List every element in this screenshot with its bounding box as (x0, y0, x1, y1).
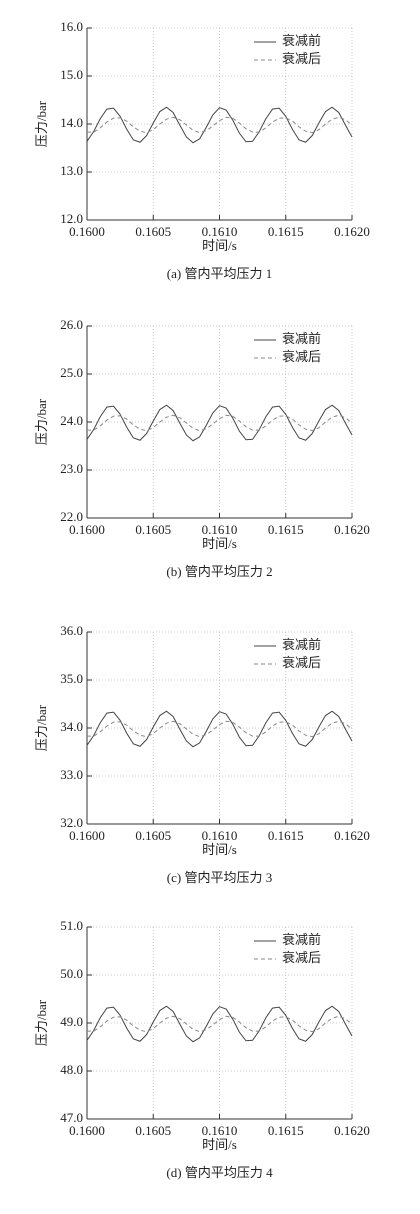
y-axis-label: 压力/bar (34, 999, 49, 1046)
x-tick-label: 0.1620 (334, 1123, 370, 1138)
line-series (87, 116, 353, 134)
y-tick-label: 51.0 (60, 918, 83, 933)
x-tick-label: 0.1605 (135, 224, 171, 239)
y-tick-label: 49.0 (60, 1014, 83, 1029)
x-tick-label: 0.1610 (202, 828, 238, 843)
x-tick-label: 0.1615 (268, 224, 304, 239)
x-axis-label: 时间/s (202, 536, 237, 551)
y-tick-label: 26.0 (60, 317, 83, 332)
legend-label: 衰减前 (282, 637, 321, 652)
x-tick-label: 0.1600 (69, 522, 105, 537)
caption: (a) 管内平均压力 1 (167, 266, 272, 281)
legend-label: 衰减前 (282, 932, 321, 947)
x-tick-label: 0.1605 (135, 1123, 171, 1138)
x-tick-label: 0.1615 (268, 522, 304, 537)
x-tick-label: 0.1605 (135, 828, 171, 843)
y-tick-label: 14.0 (60, 115, 83, 130)
line-series (86, 710, 353, 748)
y-axis-label: 压力/bar (34, 398, 49, 445)
y-tick-label: 48.0 (60, 1062, 83, 1077)
caption: (b) 管内平均压力 2 (166, 564, 272, 579)
legend-label: 衰减后 (282, 51, 321, 66)
y-tick-label: 47.0 (60, 1110, 83, 1125)
y-tick-label: 16.0 (60, 19, 83, 34)
y-tick-label: 22.0 (60, 509, 83, 524)
x-axis-label: 时间/s (202, 842, 237, 857)
y-tick-label: 24.0 (60, 413, 83, 428)
y-tick-label: 13.0 (60, 163, 83, 178)
y-tick-label: 33.0 (60, 767, 83, 782)
line-series (86, 1005, 353, 1043)
x-tick-label: 0.1600 (69, 224, 105, 239)
y-axis-label: 压力/bar (34, 100, 49, 147)
line-series (87, 1015, 353, 1033)
caption: (c) 管内平均压力 3 (167, 870, 272, 885)
x-tick-label: 0.1610 (202, 522, 238, 537)
legend-label: 衰减后 (282, 950, 321, 965)
legend-label: 衰减后 (282, 655, 321, 670)
x-tick-label: 0.1615 (268, 828, 304, 843)
x-axis-label: 时间/s (202, 238, 237, 253)
line-series (87, 720, 353, 738)
line-series (86, 106, 353, 144)
line-series (86, 404, 353, 442)
x-tick-label: 0.1610 (202, 1123, 238, 1138)
x-tick-label: 0.1610 (202, 224, 238, 239)
x-axis-label: 时间/s (202, 1137, 237, 1152)
y-tick-label: 12.0 (60, 211, 83, 226)
caption: (d) 管内平均压力 4 (166, 1165, 273, 1180)
y-tick-label: 50.0 (60, 966, 83, 981)
y-tick-label: 32.0 (60, 815, 83, 830)
x-tick-label: 0.1620 (334, 522, 370, 537)
legend-label: 衰减前 (282, 33, 321, 48)
y-tick-label: 25.0 (60, 365, 83, 380)
y-tick-label: 15.0 (60, 67, 83, 82)
x-tick-label: 0.1620 (334, 828, 370, 843)
x-tick-label: 0.1600 (69, 828, 105, 843)
legend-label: 衰减后 (282, 349, 321, 364)
y-tick-label: 34.0 (60, 719, 83, 734)
legend-label: 衰减前 (282, 331, 321, 346)
y-axis-label: 压力/bar (34, 704, 49, 751)
x-tick-label: 0.1620 (334, 224, 370, 239)
y-tick-label: 36.0 (60, 623, 83, 638)
x-tick-label: 0.1600 (69, 1123, 105, 1138)
y-tick-label: 35.0 (60, 671, 83, 686)
y-tick-label: 23.0 (60, 461, 83, 476)
line-series (87, 414, 353, 432)
x-tick-label: 0.1615 (268, 1123, 304, 1138)
x-tick-label: 0.1605 (135, 522, 171, 537)
